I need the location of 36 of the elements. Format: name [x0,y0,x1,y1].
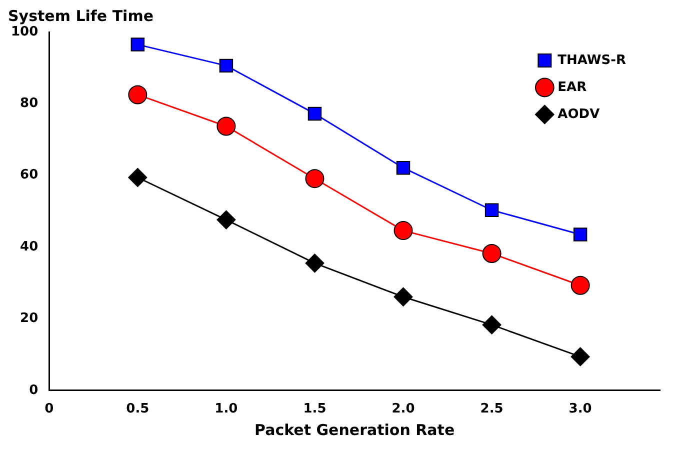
point [482,244,502,263]
point [396,160,410,175]
legend-label: THAWS-R [558,52,626,68]
x-axis-title: Packet Generation Rate [254,420,455,439]
y-tick-label: 20 [20,311,38,326]
point [570,347,590,366]
point [216,210,236,230]
x-tick-label: 1.0 [214,402,238,417]
y-tick-label: 60 [20,168,38,183]
point [305,254,324,273]
point [130,38,145,52]
x-tick-label: 0 [44,402,54,417]
point [394,287,413,306]
point [394,221,413,240]
point [570,276,590,295]
point [484,203,499,217]
point [219,58,234,73]
y-tick-label: 0 [29,382,38,398]
point [305,169,324,188]
point [216,116,236,136]
x-tick-label: 2.5 [480,402,504,417]
x-tick-label: 3.0 [568,402,592,417]
y-tick-label: 80 [20,96,38,112]
chart-title: System Life Time [8,6,154,25]
point [482,315,502,334]
x-tick-label: 1.5 [303,402,326,417]
point [573,228,588,242]
legend-label: AODV [558,106,600,122]
point [308,106,322,121]
legend-label: EAR [558,80,587,95]
x-tick-label: 2.0 [392,402,415,417]
y-tick-label: 100 [10,24,38,40]
y-tick-label: 40 [20,239,38,254]
point [128,85,148,104]
point [128,168,148,188]
x-tick-label: 0.5 [126,402,150,417]
